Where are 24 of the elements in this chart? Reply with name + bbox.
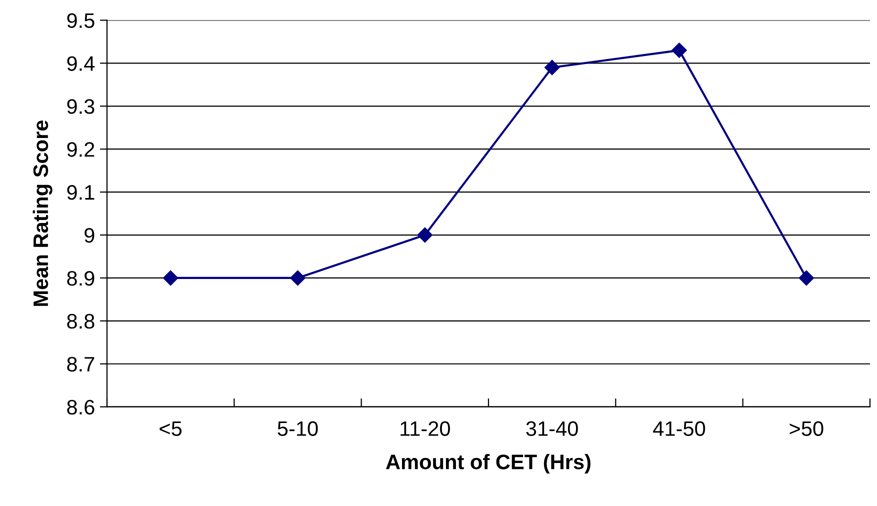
- x-tick-label: 5-10: [278, 421, 318, 436]
- point: [163, 270, 178, 286]
- x-axis-title: Amount of CET (Hrs): [386, 454, 590, 474]
- point: [672, 42, 687, 58]
- x-tick-label: 41-50: [653, 421, 706, 436]
- x-tick-label: 11-20: [400, 421, 450, 436]
- point: [417, 227, 432, 243]
- y-tick-label: 9.2: [67, 142, 94, 157]
- y-tick-label: 9.3: [67, 99, 94, 114]
- x-tick-label: 31-40: [526, 421, 578, 436]
- y-tick-label: 9.4: [67, 56, 95, 71]
- y-tick-label: 8.9: [67, 270, 94, 286]
- x-tick-label: >50: [790, 421, 824, 436]
- y-axis-title: Mean Rating Score: [32, 120, 52, 306]
- y-tick-label: 8.8: [67, 314, 94, 329]
- y-tick-label: 9.1: [67, 185, 94, 200]
- y-tick-label: 8.6: [67, 400, 94, 415]
- x-tick-label: <5: [160, 421, 182, 436]
- point: [290, 270, 306, 286]
- point: [798, 270, 814, 286]
- y-tick-label: 9: [84, 228, 94, 243]
- point: [544, 60, 560, 76]
- y-tick-label: 8.7: [67, 356, 94, 372]
- y-tick-label: 9.5: [67, 13, 94, 28]
